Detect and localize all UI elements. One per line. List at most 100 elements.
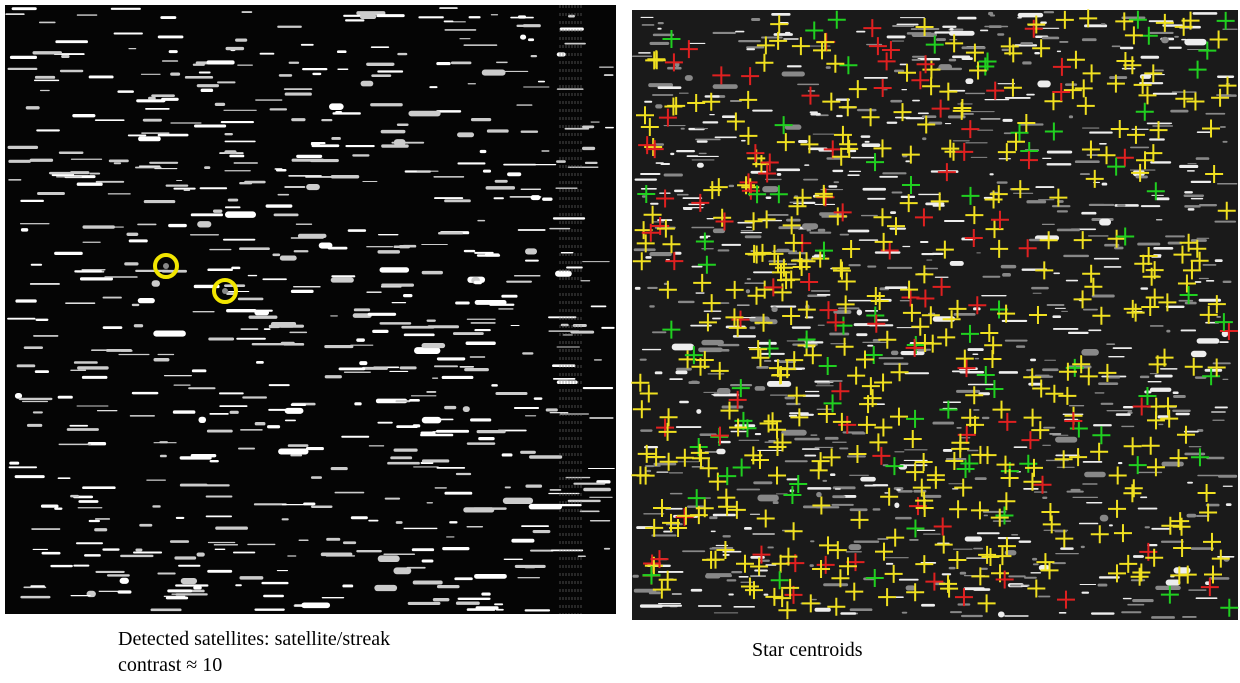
streak [224, 140, 256, 143]
streak [263, 594, 284, 598]
streak [362, 180, 378, 183]
streak [691, 265, 703, 268]
centroid-cross [932, 277, 951, 296]
streak [251, 343, 285, 346]
streak [1068, 115, 1074, 119]
centroid-cross [1076, 96, 1095, 115]
streak [436, 357, 466, 361]
centroid-cross [925, 572, 944, 591]
streak [849, 508, 868, 512]
streak [894, 451, 905, 453]
centroid-cross [1052, 57, 1071, 76]
streak [1188, 589, 1207, 591]
streak [61, 54, 70, 59]
centroid-cross [1160, 585, 1179, 604]
streak [1046, 150, 1073, 154]
streak [409, 399, 420, 402]
streak [1197, 474, 1220, 477]
centroid-cross [1188, 239, 1207, 258]
streak [657, 86, 682, 89]
streak [253, 503, 287, 506]
streak [874, 251, 901, 254]
streak [926, 259, 933, 261]
streak [284, 92, 312, 96]
streak [552, 217, 586, 220]
streak [900, 350, 925, 356]
streak [696, 140, 708, 143]
streak [343, 371, 371, 373]
streak [356, 549, 382, 553]
centroid-cross [1202, 532, 1221, 551]
streak [1082, 127, 1100, 129]
streak [840, 612, 857, 615]
centroid-cross [797, 300, 816, 319]
streak [980, 29, 989, 32]
streak [1179, 164, 1199, 169]
centroid-cross [1004, 44, 1023, 63]
streak [341, 435, 370, 438]
streak [1195, 157, 1210, 160]
streak [54, 251, 83, 255]
left-image [5, 5, 616, 614]
streak [751, 18, 761, 21]
streak [110, 7, 141, 10]
centroid-markers [631, 9, 1239, 620]
centroid-cross [1003, 78, 1022, 97]
streak [657, 571, 684, 573]
streak [541, 150, 550, 152]
streak [1222, 378, 1229, 380]
centroid-cross [937, 163, 956, 182]
streak [605, 126, 614, 129]
streak [1013, 446, 1028, 449]
streak [1035, 186, 1055, 189]
centroid-cross [731, 379, 750, 398]
streak [634, 178, 657, 181]
streak [654, 143, 664, 146]
centroid-cross [684, 346, 703, 365]
streak [1042, 444, 1051, 446]
streak [1137, 471, 1163, 474]
centroid-cross [1017, 114, 1036, 133]
centroid-cross [768, 466, 787, 485]
streak [1129, 169, 1156, 171]
centroid-cross [873, 139, 892, 158]
streak [1004, 96, 1031, 99]
streak [106, 574, 130, 577]
streak [476, 429, 506, 434]
centroid-cross [1049, 188, 1068, 207]
streak [1211, 411, 1226, 413]
streak [293, 286, 321, 288]
streak [861, 143, 881, 147]
streak [1132, 555, 1145, 558]
centroid-cross [750, 557, 769, 576]
streak [740, 230, 754, 232]
streak [370, 103, 403, 107]
streak [310, 142, 326, 145]
streak [962, 113, 974, 115]
centroid-cross [864, 345, 883, 364]
streak [577, 555, 586, 558]
streak [495, 391, 528, 395]
streak [776, 168, 801, 172]
streak [1088, 329, 1102, 332]
streak [652, 94, 674, 96]
streak [980, 118, 1001, 120]
centroid-cross [828, 541, 847, 560]
streak [530, 549, 554, 552]
streak [998, 371, 1019, 374]
streak [882, 172, 907, 175]
centroid-cross [960, 454, 979, 473]
centroid-cross [955, 142, 974, 161]
streak [507, 172, 522, 177]
centroid-cross [926, 470, 945, 489]
streak [466, 526, 484, 528]
streak [338, 367, 366, 371]
streak [584, 161, 598, 165]
streak [532, 530, 551, 534]
streak [524, 415, 537, 417]
centroid-cross [831, 382, 850, 401]
streak [831, 503, 854, 506]
streak [1173, 567, 1191, 574]
streak [771, 306, 778, 313]
streak [525, 259, 539, 262]
